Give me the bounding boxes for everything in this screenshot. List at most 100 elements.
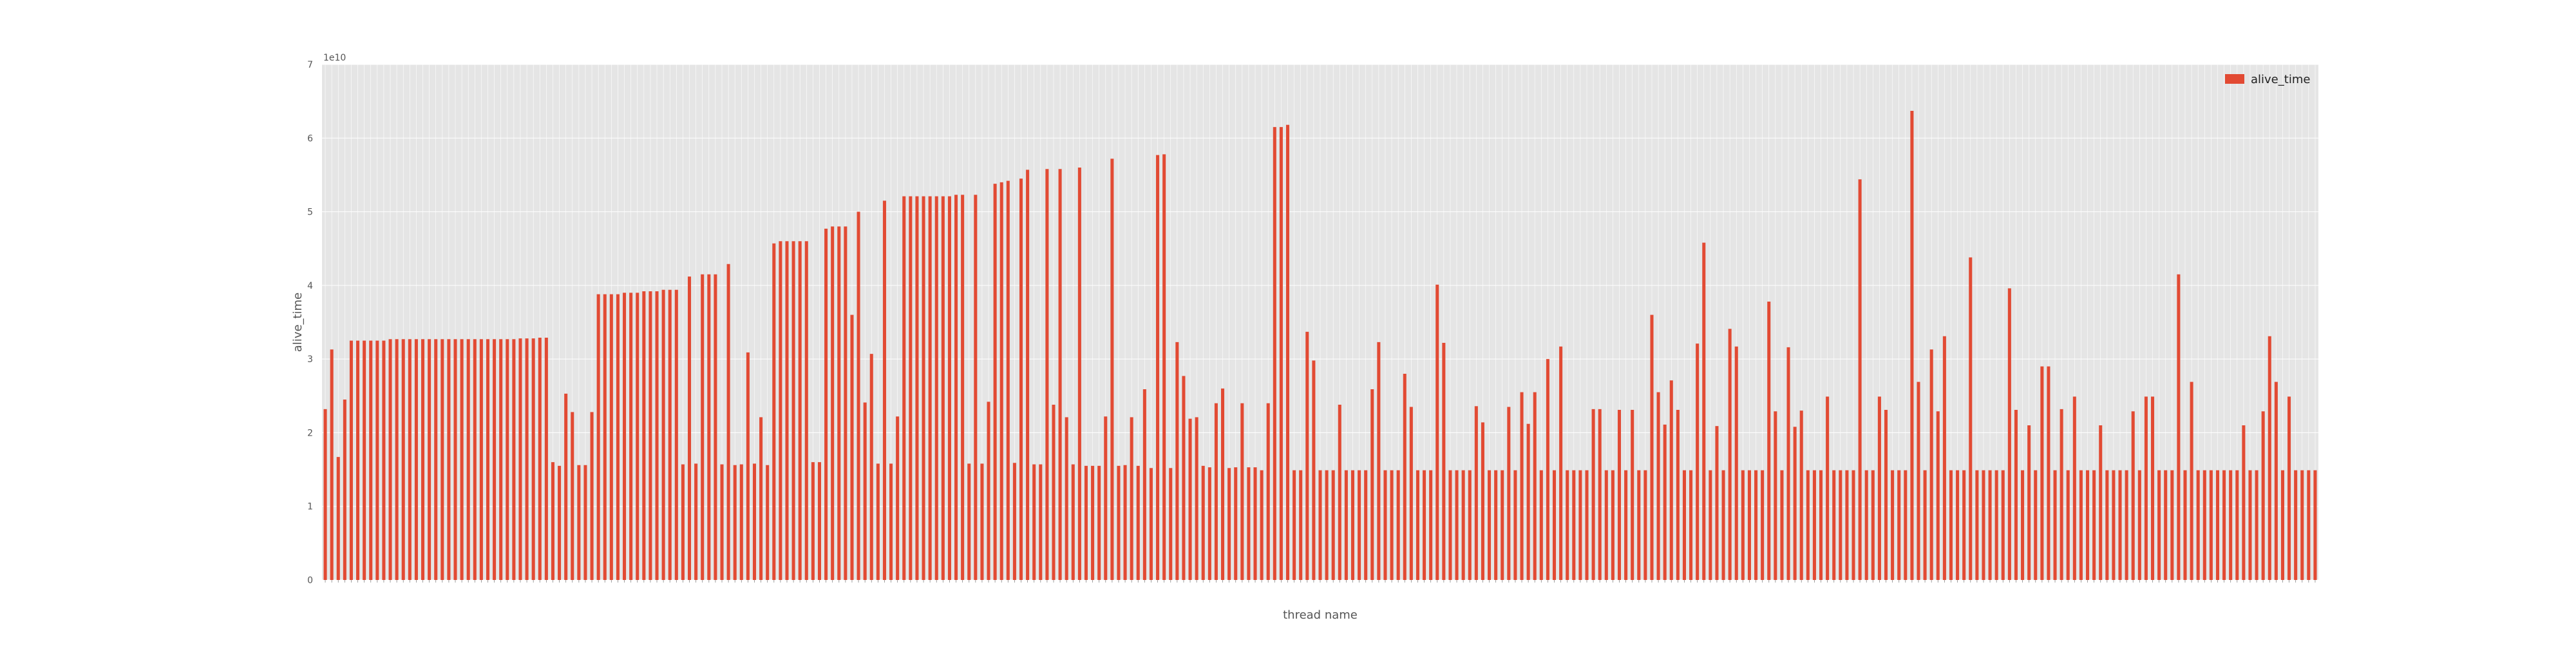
bar bbox=[1312, 360, 1316, 580]
bar bbox=[2300, 470, 2304, 580]
bar bbox=[2268, 336, 2271, 580]
bar bbox=[1396, 470, 1400, 580]
bar bbox=[1936, 411, 1940, 580]
bar bbox=[1975, 470, 1979, 580]
bar bbox=[1468, 470, 1472, 580]
bar bbox=[2215, 470, 2220, 580]
bar bbox=[616, 294, 620, 580]
bar bbox=[1403, 374, 1406, 580]
bar bbox=[1897, 470, 1901, 580]
bar bbox=[2196, 470, 2200, 580]
bar bbox=[493, 339, 497, 580]
bar bbox=[473, 339, 477, 580]
y-axis-label: alive_time bbox=[291, 293, 305, 352]
bar bbox=[2150, 396, 2155, 580]
bar bbox=[2170, 470, 2174, 580]
bar bbox=[759, 417, 763, 580]
bar bbox=[1702, 242, 1706, 581]
bar bbox=[1572, 470, 1576, 580]
bar bbox=[772, 243, 776, 580]
bar bbox=[974, 195, 978, 580]
bar bbox=[681, 464, 685, 580]
bar bbox=[2060, 409, 2063, 580]
y-tick-label: 2 bbox=[307, 428, 313, 438]
bar bbox=[1786, 347, 1790, 580]
bar bbox=[375, 340, 379, 580]
bar bbox=[882, 200, 886, 580]
bar bbox=[642, 291, 646, 580]
bar bbox=[1643, 470, 1647, 580]
bar bbox=[2047, 366, 2050, 580]
bar bbox=[733, 465, 737, 580]
bar bbox=[1227, 468, 1231, 580]
bar bbox=[1669, 380, 1673, 580]
bar bbox=[1709, 470, 1712, 580]
bar bbox=[1864, 470, 1868, 580]
bar bbox=[1032, 464, 1036, 580]
bar bbox=[1845, 470, 1849, 580]
bar bbox=[1370, 389, 1374, 580]
bar bbox=[869, 354, 873, 580]
bar bbox=[1858, 179, 1862, 580]
legend: alive_time bbox=[2225, 73, 2310, 86]
bar bbox=[707, 274, 711, 580]
bar bbox=[1552, 470, 1557, 580]
bar bbox=[1299, 470, 1303, 580]
bar bbox=[1221, 388, 1225, 580]
bar bbox=[388, 339, 392, 580]
y-tick-label: 4 bbox=[307, 281, 313, 291]
bar bbox=[1747, 470, 1751, 580]
bar bbox=[902, 196, 906, 581]
bar bbox=[2202, 470, 2206, 580]
bar bbox=[980, 463, 984, 580]
bar bbox=[1084, 465, 1088, 580]
bar bbox=[863, 402, 867, 580]
bar bbox=[2079, 470, 2083, 580]
bar bbox=[2313, 470, 2317, 580]
bar bbox=[2190, 381, 2193, 580]
bar bbox=[2021, 470, 2025, 580]
bar bbox=[687, 276, 692, 580]
bar bbox=[889, 463, 893, 580]
bar bbox=[1383, 470, 1387, 580]
bar bbox=[668, 289, 672, 580]
bar bbox=[1585, 470, 1589, 580]
bar bbox=[1474, 406, 1478, 580]
bar bbox=[674, 289, 678, 580]
bar bbox=[447, 339, 451, 580]
y-tick-label: 6 bbox=[307, 133, 313, 144]
bars bbox=[323, 111, 2317, 581]
bar bbox=[2280, 470, 2284, 580]
y-axis-offset-label: 1e10 bbox=[323, 53, 346, 63]
bar bbox=[1201, 465, 1205, 580]
bar bbox=[1097, 465, 1101, 580]
bar bbox=[525, 338, 529, 580]
bar bbox=[1279, 127, 1283, 581]
bar bbox=[1942, 336, 1946, 580]
bar bbox=[512, 339, 516, 580]
bar bbox=[2235, 470, 2239, 580]
bar bbox=[1631, 410, 1634, 580]
bar bbox=[1305, 331, 1309, 580]
bar bbox=[421, 339, 425, 580]
bar bbox=[330, 349, 334, 580]
bar bbox=[2125, 470, 2128, 580]
bar bbox=[564, 393, 568, 580]
bar bbox=[636, 293, 639, 580]
bar bbox=[590, 412, 594, 580]
bar bbox=[1793, 427, 1797, 580]
bar bbox=[544, 338, 548, 580]
bar bbox=[1728, 329, 1732, 580]
bar bbox=[824, 228, 828, 580]
bar bbox=[928, 196, 932, 581]
bar bbox=[1149, 468, 1153, 580]
bar bbox=[1637, 470, 1641, 580]
bar bbox=[831, 226, 835, 580]
bar bbox=[1318, 470, 1322, 580]
bar bbox=[369, 340, 373, 580]
bar bbox=[2144, 396, 2148, 580]
bar bbox=[2294, 470, 2298, 580]
bar bbox=[1071, 464, 1075, 580]
bar bbox=[2229, 470, 2233, 580]
bar bbox=[395, 339, 399, 580]
